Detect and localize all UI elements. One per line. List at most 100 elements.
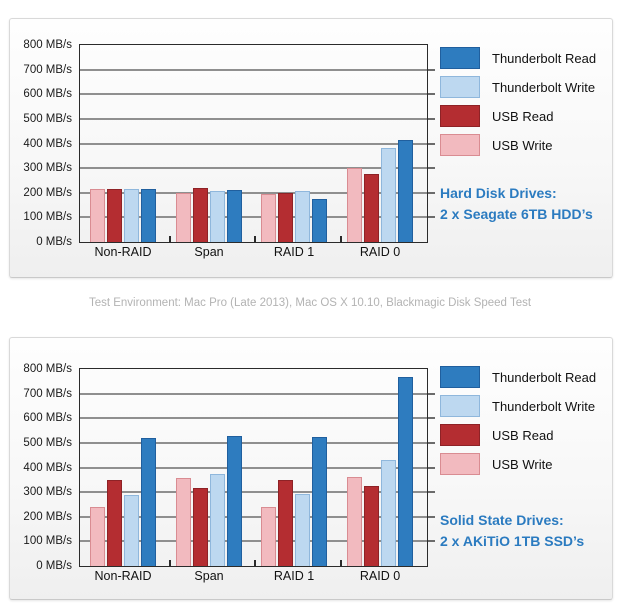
legend-swatch-usb-read	[440, 105, 480, 127]
bar-usb-read	[364, 486, 379, 566]
bar-usb-write	[261, 507, 276, 566]
y-axis-label: 800 MB/s	[23, 363, 72, 375]
y-axis-label: 200 MB/s	[23, 186, 72, 199]
bar-usb-read	[278, 479, 293, 566]
plot-area: 800 MB/s 700 MB/s 600 MB/s 500 MB/s 400 MB/s…	[23, 39, 435, 259]
y-axis-label: 0 MB/s	[36, 560, 72, 572]
y-axis-tick	[428, 117, 435, 120]
bar-usb-write	[347, 477, 362, 566]
bar-group	[176, 436, 242, 566]
y-axis-tick	[428, 491, 435, 494]
gridline	[80, 540, 427, 543]
bar-usb-write	[261, 193, 276, 242]
y-axis-label: 600 MB/s	[23, 88, 72, 101]
x-axis-label: Non-RAID	[94, 245, 152, 259]
x-axis-label: RAID 1	[273, 569, 315, 583]
bar-group	[261, 436, 327, 566]
x-axis-label: Span	[194, 569, 224, 583]
chart-annotation: Solid State Drives: 2 x AKiTiO 1TB SSD’s	[440, 510, 584, 552]
y-axis-label: 100 MB/s	[23, 211, 72, 224]
bar-usb-write	[90, 188, 105, 242]
bar-thunderbolt-write	[295, 191, 310, 242]
legend-label: USB Read	[492, 108, 554, 124]
gridline	[80, 167, 427, 170]
y-axis-tick	[428, 441, 435, 444]
y-axis-tick	[428, 216, 435, 219]
bar-usb-read	[193, 188, 208, 242]
y-axis-label: 0 MB/s	[36, 236, 72, 248]
y-axis-tick	[428, 540, 435, 543]
x-axis-tick	[254, 560, 256, 566]
legend: Thunderbolt Read Thunderbolt Write USB Rea…	[440, 47, 596, 163]
legend-label: Thunderbolt Write	[492, 79, 596, 95]
bar-usb-read	[107, 189, 122, 242]
bar-thunderbolt-write	[124, 494, 139, 566]
legend-item: Thunderbolt Read	[440, 47, 596, 69]
bar-thunderbolt-write	[210, 474, 225, 566]
y-axis-label: 600 MB/s	[23, 412, 72, 425]
legend-item: Thunderbolt Write	[440, 395, 596, 417]
bar-thunderbolt-read	[312, 198, 327, 242]
legend-swatch-usb-write	[440, 453, 480, 475]
bar-thunderbolt-write	[210, 191, 225, 242]
gridline	[80, 441, 427, 444]
legend-swatch-usb-read	[440, 424, 480, 446]
y-axis-tick	[428, 392, 435, 395]
bar-thunderbolt-read	[141, 189, 156, 242]
annotation-line: 2 x AKiTiO 1TB SSD’s	[440, 533, 585, 549]
bar-thunderbolt-read	[227, 189, 242, 242]
gridline	[80, 191, 427, 194]
bar-thunderbolt-write	[295, 493, 310, 566]
y-axis-tick	[428, 515, 435, 518]
y-axis-label: 300 MB/s	[23, 486, 72, 499]
y-axis-tick	[428, 167, 435, 170]
bar-usb-write	[176, 192, 191, 242]
legend-item: USB Read	[440, 105, 596, 127]
annotation-line: Hard Disk Drives:	[440, 185, 557, 201]
bar-usb-write	[90, 507, 105, 566]
gridline	[80, 142, 427, 145]
legend-item: Thunderbolt Read	[440, 366, 596, 388]
legend-label: USB Read	[492, 427, 554, 443]
bar-usb-read	[278, 192, 293, 242]
gridline	[80, 117, 427, 120]
x-axis-label: RAID 0	[359, 245, 401, 259]
plot-area: 800 MB/s 700 MB/s 600 MB/s 500 MB/s 400 MB/s…	[23, 363, 435, 583]
y-axis-label: 400 MB/s	[23, 137, 72, 150]
y-axis-tick	[428, 142, 435, 145]
y-axis-tick	[428, 68, 435, 71]
y-axis-tick	[428, 466, 435, 469]
y-axis-tick	[428, 417, 435, 420]
bar-usb-read	[107, 480, 122, 566]
y-axis-label: 700 MB/s	[23, 63, 72, 76]
gridline	[80, 491, 427, 494]
gridline	[80, 515, 427, 518]
y-axis-label: 300 MB/s	[23, 162, 72, 175]
chart-annotation: Hard Disk Drives: 2 x Seagate 6TB HDD’s	[440, 183, 593, 225]
legend-swatch-thunderbolt-read	[440, 366, 480, 388]
y-axis-tick	[428, 191, 435, 194]
annotation-line: Solid State Drives:	[440, 512, 564, 528]
bar-thunderbolt-read	[312, 436, 327, 566]
x-axis-tick	[169, 560, 171, 566]
bar-group	[261, 191, 327, 242]
bar-thunderbolt-write	[124, 189, 139, 242]
legend-label: Thunderbolt Write	[492, 398, 596, 414]
x-axis-label: RAID 0	[359, 569, 401, 583]
gridline	[80, 68, 427, 71]
legend-swatch-thunderbolt-write	[440, 395, 480, 417]
legend-item: USB Write	[440, 134, 596, 156]
bar-thunderbolt-write	[381, 460, 396, 566]
y-axis-label: 500 MB/s	[23, 112, 72, 125]
legend-swatch-thunderbolt-read	[440, 47, 480, 69]
bar-usb-read	[193, 487, 208, 566]
legend-swatch-thunderbolt-write	[440, 76, 480, 98]
gridline	[80, 466, 427, 469]
bar-group	[176, 188, 242, 242]
bar-thunderbolt-read	[227, 436, 242, 566]
test-environment-caption: Test Environment: Mac Pro (Late 2013), M…	[88, 297, 532, 309]
legend-item: USB Read	[440, 424, 596, 446]
gridline	[80, 392, 427, 395]
x-axis-tick	[169, 236, 171, 242]
x-axis-tick	[340, 560, 342, 566]
